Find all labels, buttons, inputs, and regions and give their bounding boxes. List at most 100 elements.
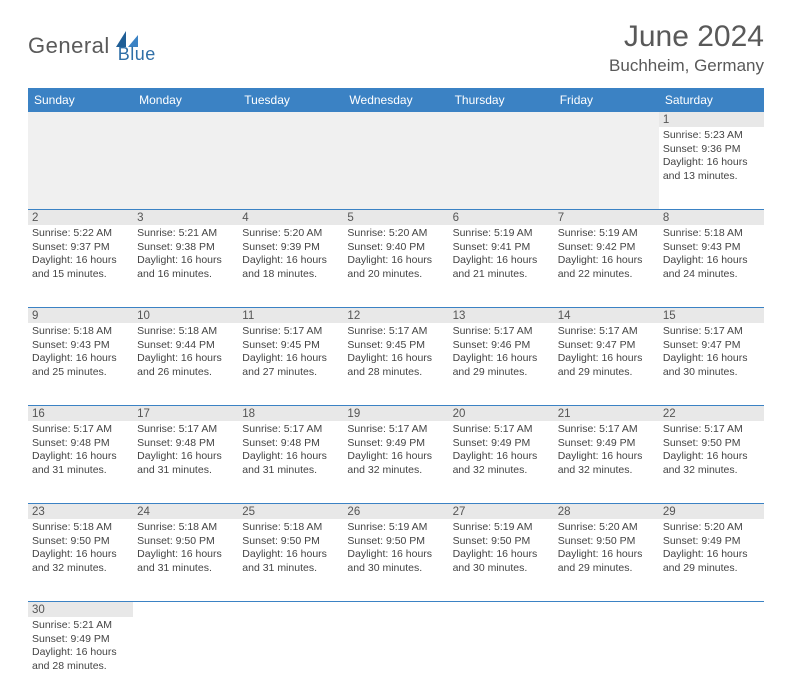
day-number: 19	[343, 406, 448, 422]
daylight-text: Daylight: 16 hours and 20 minutes.	[347, 254, 444, 281]
day-number	[343, 112, 448, 127]
sunset-text: Sunset: 9:49 PM	[453, 437, 550, 451]
calendar-cell: Sunrise: 5:20 AMSunset: 9:39 PMDaylight:…	[238, 225, 343, 308]
calendar-cell: Sunrise: 5:17 AMSunset: 9:47 PMDaylight:…	[554, 323, 659, 406]
logo-text-sub: Blue	[118, 44, 156, 65]
sunset-text: Sunset: 9:44 PM	[137, 339, 234, 353]
day-number	[554, 602, 659, 618]
logo-text-main: General	[28, 33, 110, 59]
sunrise-text: Sunrise: 5:17 AM	[453, 423, 550, 437]
calendar-cell: Sunrise: 5:17 AMSunset: 9:48 PMDaylight:…	[238, 421, 343, 504]
day-header: Tuesday	[238, 88, 343, 112]
sunrise-text: Sunrise: 5:17 AM	[347, 325, 444, 339]
daylight-text: Daylight: 16 hours and 29 minutes.	[663, 548, 760, 575]
day-number: 21	[554, 406, 659, 422]
empty-cell	[659, 617, 764, 699]
sunrise-text: Sunrise: 5:23 AM	[663, 129, 760, 143]
day-number: 22	[659, 406, 764, 422]
day-number: 11	[238, 308, 343, 324]
calendar-row: Sunrise: 5:18 AMSunset: 9:50 PMDaylight:…	[28, 519, 764, 602]
sunrise-text: Sunrise: 5:19 AM	[347, 521, 444, 535]
day-number	[238, 602, 343, 618]
sunrise-text: Sunrise: 5:19 AM	[558, 227, 655, 241]
day-number: 27	[449, 504, 554, 520]
sunrise-text: Sunrise: 5:17 AM	[453, 325, 550, 339]
sunrise-text: Sunrise: 5:21 AM	[137, 227, 234, 241]
empty-cell	[28, 127, 133, 210]
sunrise-text: Sunrise: 5:17 AM	[347, 423, 444, 437]
day-number: 12	[343, 308, 448, 324]
sunrise-text: Sunrise: 5:20 AM	[558, 521, 655, 535]
daylight-text: Daylight: 16 hours and 30 minutes.	[453, 548, 550, 575]
day-number: 8	[659, 210, 764, 226]
calendar-row: Sunrise: 5:21 AMSunset: 9:49 PMDaylight:…	[28, 617, 764, 699]
calendar-row: Sunrise: 5:23 AMSunset: 9:36 PMDaylight:…	[28, 127, 764, 210]
sunset-text: Sunset: 9:48 PM	[137, 437, 234, 451]
day-number: 30	[28, 602, 133, 618]
empty-cell	[238, 127, 343, 210]
day-header: Friday	[554, 88, 659, 112]
sunset-text: Sunset: 9:49 PM	[663, 535, 760, 549]
day-number	[449, 112, 554, 127]
sunset-text: Sunset: 9:39 PM	[242, 241, 339, 255]
calendar-cell: Sunrise: 5:17 AMSunset: 9:46 PMDaylight:…	[449, 323, 554, 406]
day-number: 5	[343, 210, 448, 226]
day-number: 1	[659, 112, 764, 127]
sunset-text: Sunset: 9:47 PM	[558, 339, 655, 353]
calendar-cell: Sunrise: 5:18 AMSunset: 9:44 PMDaylight:…	[133, 323, 238, 406]
day-number: 18	[238, 406, 343, 422]
calendar-cell: Sunrise: 5:18 AMSunset: 9:43 PMDaylight:…	[28, 323, 133, 406]
sunset-text: Sunset: 9:43 PM	[32, 339, 129, 353]
daylight-text: Daylight: 16 hours and 18 minutes.	[242, 254, 339, 281]
sunrise-text: Sunrise: 5:18 AM	[137, 521, 234, 535]
day-number	[449, 602, 554, 618]
sunrise-text: Sunrise: 5:22 AM	[32, 227, 129, 241]
empty-cell	[343, 127, 448, 210]
calendar-cell: Sunrise: 5:17 AMSunset: 9:49 PMDaylight:…	[554, 421, 659, 504]
daylight-text: Daylight: 16 hours and 29 minutes.	[558, 548, 655, 575]
sunrise-text: Sunrise: 5:20 AM	[347, 227, 444, 241]
daylight-text: Daylight: 16 hours and 29 minutes.	[558, 352, 655, 379]
daylight-text: Daylight: 16 hours and 31 minutes.	[242, 450, 339, 477]
sunset-text: Sunset: 9:49 PM	[347, 437, 444, 451]
sunset-text: Sunset: 9:50 PM	[242, 535, 339, 549]
empty-cell	[133, 617, 238, 699]
sunset-text: Sunset: 9:45 PM	[347, 339, 444, 353]
calendar-cell: Sunrise: 5:19 AMSunset: 9:50 PMDaylight:…	[449, 519, 554, 602]
sunset-text: Sunset: 9:48 PM	[242, 437, 339, 451]
calendar-row: Sunrise: 5:18 AMSunset: 9:43 PM Daylight:…	[28, 323, 764, 406]
daylight-text: Daylight: 16 hours and 30 minutes.	[663, 352, 760, 379]
calendar-cell: Sunrise: 5:22 AMSunset: 9:37 PMDaylight:…	[28, 225, 133, 308]
day-header: Thursday	[449, 88, 554, 112]
calendar-cell: Sunrise: 5:17 AMSunset: 9:48 PMDaylight:…	[28, 421, 133, 504]
empty-cell	[449, 127, 554, 210]
daylight-text: Daylight: 16 hours and 32 minutes.	[663, 450, 760, 477]
sunrise-text: Sunrise: 5:17 AM	[663, 325, 760, 339]
daynum-row: 30	[28, 602, 764, 618]
daylight-text: Daylight: 16 hours and 29 minutes.	[453, 352, 550, 379]
calendar-cell: Sunrise: 5:20 AMSunset: 9:50 PMDaylight:…	[554, 519, 659, 602]
daynum-row: 16171819202122	[28, 406, 764, 422]
daylight-text: Daylight: 16 hours and 22 minutes.	[558, 254, 655, 281]
sunset-text: Sunset: 9:41 PM	[453, 241, 550, 255]
sunset-text: Sunset: 9:43 PM	[663, 241, 760, 255]
day-number	[28, 112, 133, 127]
day-number: 15	[659, 308, 764, 324]
daylight-text: Daylight: 16 hours and 16 minutes.	[137, 254, 234, 281]
sunrise-text: Sunrise: 5:21 AM	[32, 619, 129, 633]
calendar-cell: Sunrise: 5:17 AMSunset: 9:50 PMDaylight:…	[659, 421, 764, 504]
sunrise-text: Sunrise: 5:17 AM	[137, 423, 234, 437]
sunrise-text: Sunrise: 5:20 AM	[242, 227, 339, 241]
sunset-text: Sunset: 9:46 PM	[453, 339, 550, 353]
sunrise-text: Sunrise: 5:18 AM	[32, 325, 129, 339]
day-number: 20	[449, 406, 554, 422]
daylight-text: Daylight: 16 hours and 24 minutes.	[663, 254, 760, 281]
daylight-text: Daylight: 16 hours and 31 minutes.	[242, 548, 339, 575]
empty-cell	[554, 127, 659, 210]
day-number: 24	[133, 504, 238, 520]
daylight-text: Daylight: 16 hours and 32 minutes.	[32, 548, 129, 575]
title-block: June 2024 Buchheim, Germany	[609, 20, 764, 76]
calendar-cell: Sunrise: 5:17 AMSunset: 9:45 PMDaylight:…	[238, 323, 343, 406]
daylight-text: Daylight: 16 hours and 32 minutes.	[347, 450, 444, 477]
day-number	[238, 112, 343, 127]
